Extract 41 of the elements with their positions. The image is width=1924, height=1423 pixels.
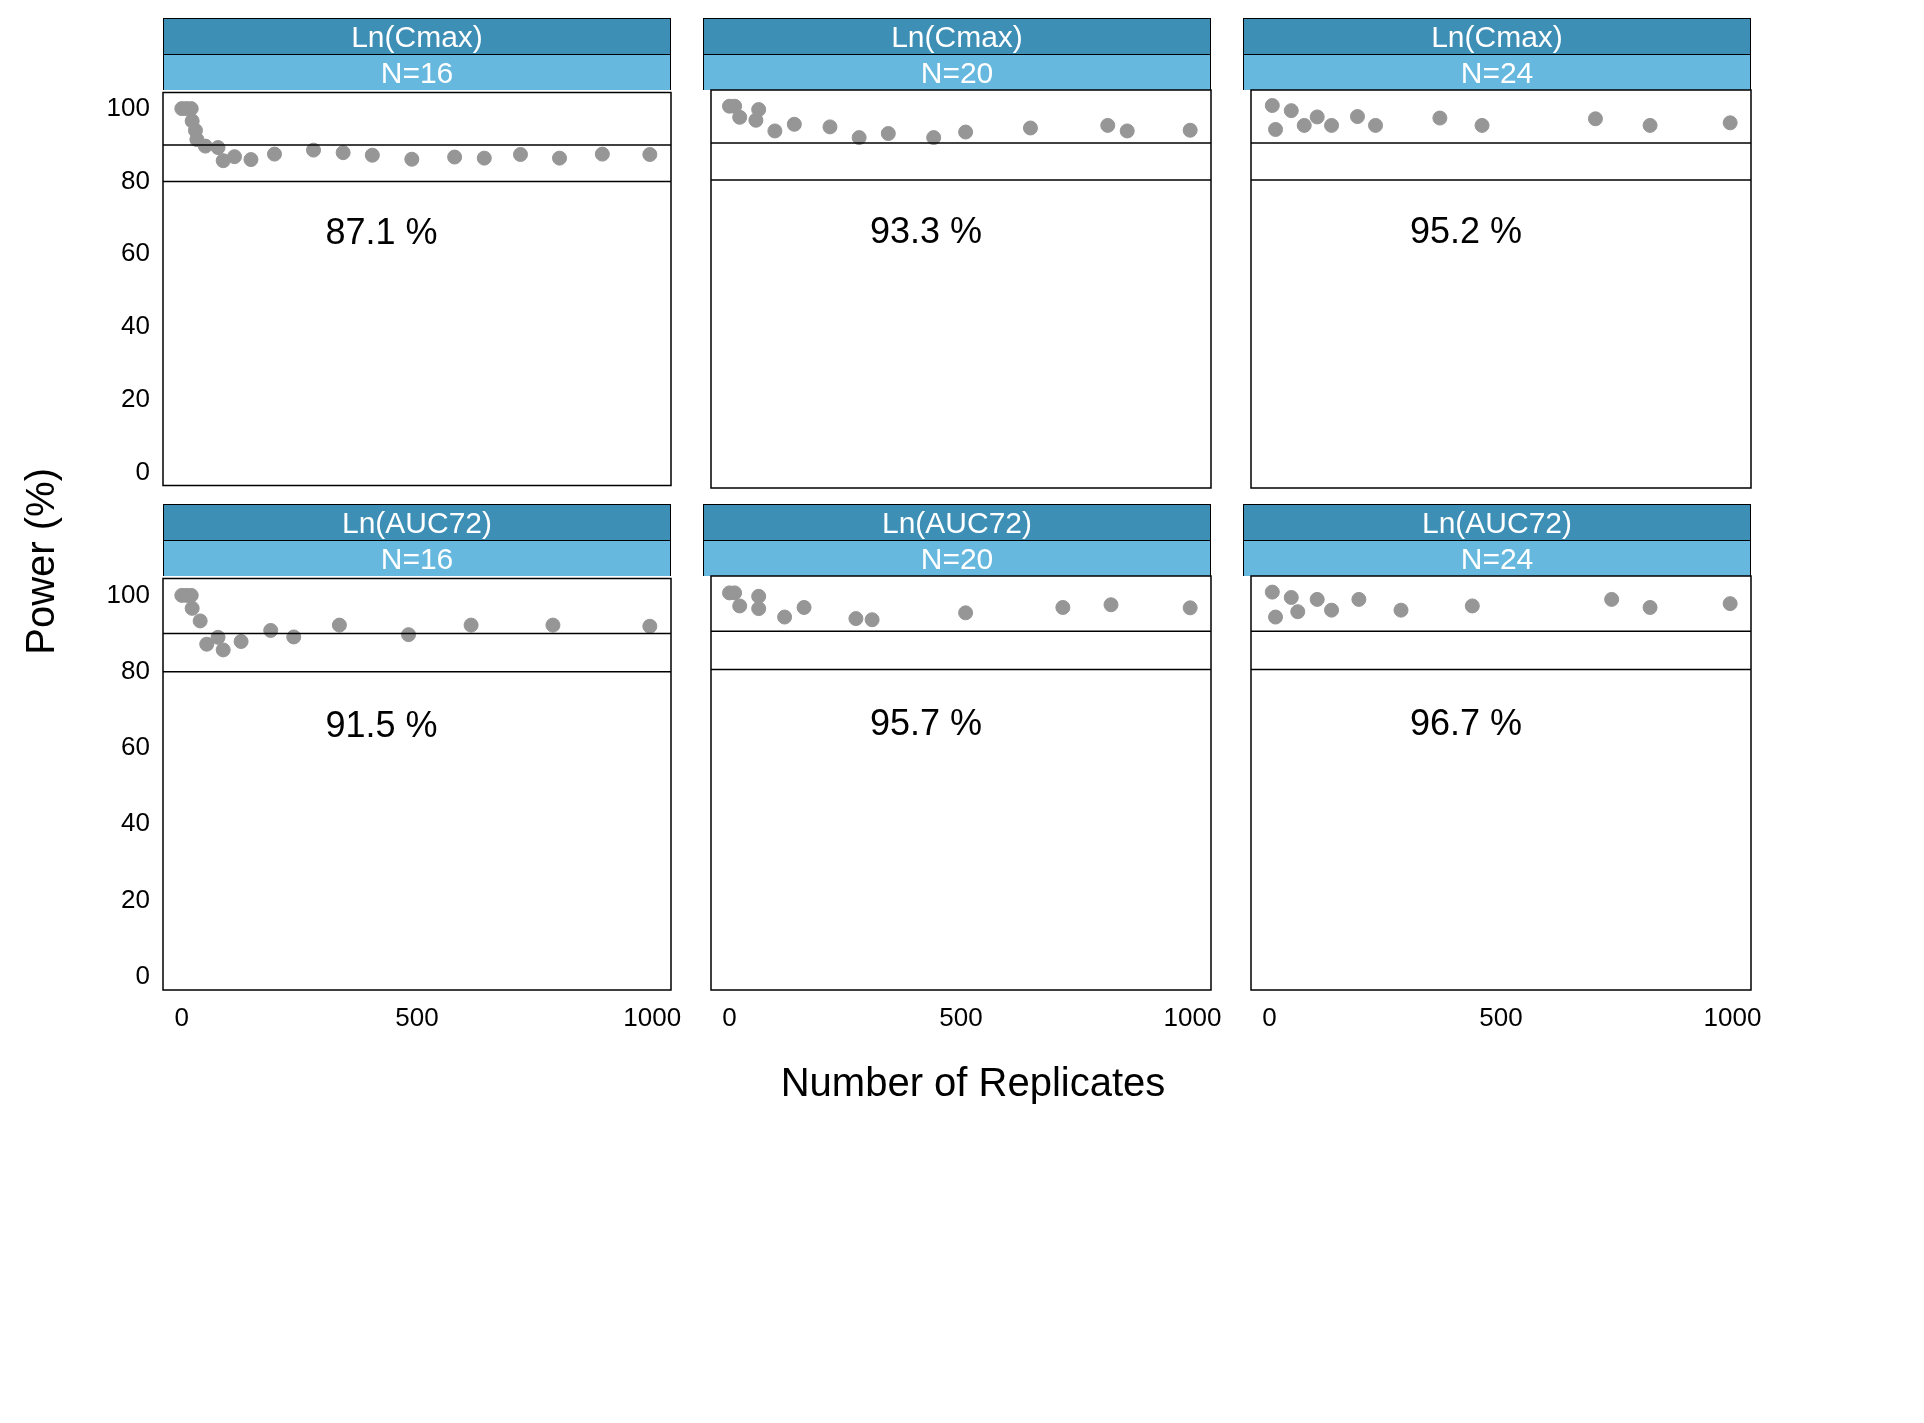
x-tick-label: 500 [939, 1001, 983, 1032]
chart-subtitle: N=20 [703, 54, 1211, 90]
chart-title: Ln(AUC72) [163, 504, 671, 540]
x-tick-label: 0 [1262, 1001, 1277, 1032]
annotation: 93.3 % [869, 210, 983, 252]
y-tick-label: 0 [135, 959, 150, 990]
chart-subtitle: N=16 [163, 54, 671, 90]
y-tick-label: 0 [135, 455, 150, 486]
x-tick-label: 1000 [1163, 1001, 1222, 1032]
chart-title: Ln(Cmax) [1243, 18, 1751, 54]
y-tick-label: 60 [121, 731, 150, 762]
chart-subtitle: N=20 [703, 540, 1211, 576]
y-tick-label: 100 [106, 91, 150, 122]
chart-subtitle: N=16 [163, 540, 671, 576]
x-tick-label: 500 [395, 1001, 439, 1032]
chart-title: Ln(AUC72) [1243, 504, 1751, 540]
annotation: 95.2 % [1409, 210, 1523, 252]
chart-title: Ln(Cmax) [703, 18, 1211, 54]
y-tick-label: 40 [121, 310, 150, 341]
x-tick-label: 1000 [623, 1001, 682, 1032]
x-tick-label: 1000 [1703, 1001, 1762, 1032]
annotation: 91.5 % [325, 703, 438, 745]
y-tick-label: 80 [121, 654, 150, 685]
y-tick-label: 40 [121, 807, 150, 838]
chart-title: Ln(AUC72) [703, 504, 1211, 540]
chart-title: Ln(Cmax) [163, 18, 671, 54]
x-tick-label: 0 [722, 1001, 737, 1032]
y-tick-label: 20 [121, 883, 150, 914]
annotation: 96.7 % [1409, 701, 1523, 743]
x-tick-label: 0 [174, 1001, 190, 1032]
x-tick-label: 500 [1479, 1001, 1523, 1032]
chart-subtitle: N=24 [1243, 540, 1751, 576]
chart-subtitle: N=24 [1243, 54, 1751, 90]
annotation: 95.7 % [869, 701, 983, 743]
y-tick-label: 100 [106, 578, 150, 609]
y-tick-label: 80 [121, 164, 150, 195]
y-axis-title: Power (%) [18, 468, 63, 655]
y-tick-label: 20 [121, 383, 150, 414]
annotation: 87.1 % [325, 210, 438, 252]
x-axis-title: Number of Replicates [779, 1060, 1167, 1105]
y-tick-label: 60 [121, 237, 150, 268]
